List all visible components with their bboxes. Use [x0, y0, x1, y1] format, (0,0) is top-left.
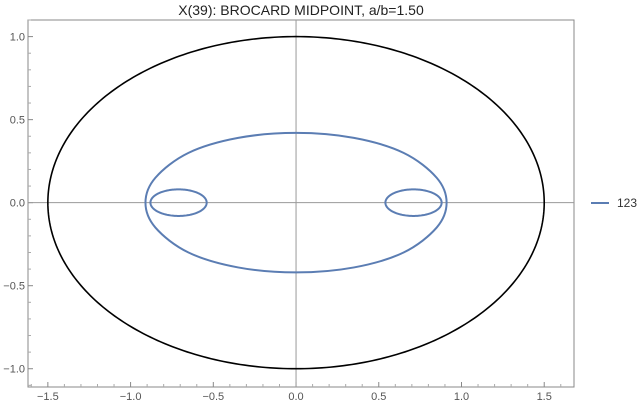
x-tick-label: 1.0	[454, 391, 469, 403]
x-tick-label: −0.5	[202, 391, 224, 403]
origin-axes	[28, 20, 574, 387]
y-tick-label: 0.0	[10, 198, 25, 210]
x-axis: −1.5 −1.0 −0.5 0.0 0.5 1.0 1.5	[30, 382, 562, 403]
x-tick-label: 0.0	[288, 391, 303, 403]
chart-title: X(39): BROCARD MIDPOINT, a/b=1.50	[178, 2, 424, 18]
x-tick-label: 0.5	[371, 391, 386, 403]
y-tick-label: 0.5	[10, 115, 25, 127]
x-tick-label: −1.5	[37, 391, 59, 403]
y-tick-label: −1.0	[3, 364, 25, 376]
y-axis: −1.0 −0.5 0.0 0.5 1.0	[3, 19, 33, 386]
legend-label: 123	[617, 196, 637, 210]
x-tick-label: 1.5	[537, 391, 552, 403]
ellipse-curve	[47, 35, 546, 370]
x-tick-label: −1.0	[120, 391, 142, 403]
y-tick-label: 1.0	[10, 32, 25, 44]
plot-frame	[27, 19, 575, 388]
y-tick-label: −0.5	[3, 281, 25, 293]
legend: 123	[591, 196, 637, 210]
brocard-midpoint-locus	[144, 131, 448, 274]
